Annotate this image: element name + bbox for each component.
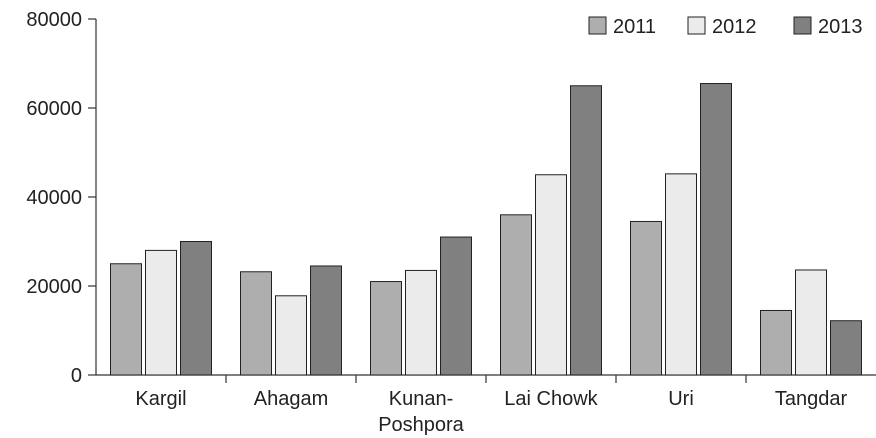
x-tick-label: Poshpora: [378, 414, 464, 436]
y-tick-label: 20000: [26, 276, 82, 298]
bar-2011-2: [370, 281, 402, 376]
bar-2011-1: [240, 271, 272, 376]
y-tick-label: 60000: [26, 98, 82, 120]
legend-swatch-2013: [793, 16, 812, 35]
bar-2012-2: [405, 269, 437, 376]
bar-2011-5: [760, 309, 792, 376]
y-axis: 0 20000 40000 60000 80000: [26, 9, 97, 387]
bar-2011-0: [110, 263, 142, 376]
legend-label-2012: 2012: [712, 16, 757, 38]
bar-2012-1: [275, 295, 307, 376]
bar-2011-3: [500, 214, 532, 376]
y-tick-label: 40000: [26, 187, 82, 209]
bar-2013-3: [570, 85, 602, 376]
bars: [110, 83, 862, 376]
legend-swatch-2012: [687, 16, 706, 35]
y-tick-label: 80000: [26, 9, 82, 31]
bar-2013-1: [310, 265, 342, 376]
x-axis: Kargil Ahagam Kunan- Poshpora Lai Chowk Uri Ta…: [96, 374, 876, 436]
legend: 2011 2012 2013: [588, 16, 863, 38]
bar-2013-4: [700, 83, 732, 376]
bar-2012-5: [795, 269, 827, 376]
bar-2013-0: [180, 241, 212, 376]
legend-swatch-2011: [588, 16, 607, 35]
x-tick-label: Kargil: [135, 388, 186, 410]
bar-2013-2: [440, 236, 472, 376]
bar-2011-4: [630, 220, 662, 376]
x-tick-label: Kunan-: [389, 388, 454, 410]
bar-2012-0: [145, 249, 177, 376]
x-tick-label: Uri: [668, 388, 694, 410]
bar-2012-3: [535, 174, 567, 376]
y-tick-label: 0: [71, 365, 82, 387]
x-tick-label: Tangdar: [775, 388, 848, 410]
bar-2012-4: [665, 173, 697, 376]
legend-label-2011: 2011: [613, 16, 656, 38]
legend-label-2013: 2013: [818, 16, 863, 38]
bar-2013-5: [830, 320, 862, 376]
x-tick-label: Lai Chowk: [504, 388, 598, 410]
x-tick-label: Ahagam: [254, 388, 329, 410]
